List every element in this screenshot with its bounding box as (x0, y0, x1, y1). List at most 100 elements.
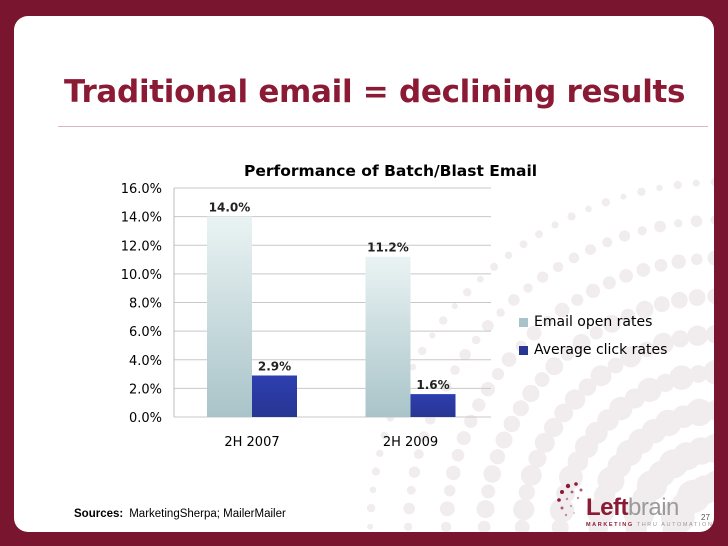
decorative-dot (526, 325, 542, 341)
decorative-dot (535, 230, 543, 239)
decorative-dot (589, 326, 603, 340)
bar-email-open-rate (207, 216, 252, 417)
decorative-dot (456, 431, 471, 446)
decorative-dot (685, 398, 714, 426)
decorative-dot (554, 302, 570, 318)
decorative-dot (687, 325, 708, 346)
decorative-dot (707, 288, 714, 304)
decorative-dot (601, 198, 610, 207)
decorative-dot (513, 499, 535, 521)
decorative-dot (703, 360, 714, 385)
data-label: 11.2% (367, 241, 409, 255)
decorative-dot (439, 501, 455, 517)
decorative-dot (637, 187, 646, 196)
decorative-dot (413, 449, 424, 460)
decorative-dot (523, 283, 533, 293)
decorative-dot (701, 470, 714, 503)
title-divider (58, 126, 708, 127)
decorative-dot (444, 485, 456, 497)
decorative-dot (619, 230, 631, 242)
decorative-dot (476, 500, 495, 519)
bar-average-click-rate (252, 375, 297, 417)
decorative-dot (554, 403, 574, 423)
decorative-dot (528, 449, 547, 468)
legend-label-click: Average click rates (534, 342, 668, 358)
decorative-dot (404, 522, 413, 531)
decorative-dot (439, 316, 448, 325)
decorative-dot (637, 377, 662, 402)
chart-legend: Email open rates Average click rates (519, 308, 667, 364)
decorative-dot (671, 291, 688, 309)
decorative-dot (656, 184, 663, 192)
y-tick-label: 6.0% (129, 325, 162, 340)
decorative-dot (471, 335, 481, 345)
bar-email-open-rate (365, 256, 411, 417)
decorative-dot (571, 293, 584, 306)
chart-title: Performance of Batch/Blast Email (244, 162, 538, 180)
decorative-dot (371, 467, 380, 476)
decorative-dot (689, 365, 708, 383)
decorative-dot (654, 258, 668, 272)
decorative-dot (418, 346, 427, 356)
decorative-dot (481, 484, 496, 499)
decorative-dot (537, 271, 549, 283)
decorative-dot (602, 276, 616, 290)
decorative-dot (673, 180, 682, 190)
y-tick-label: 0.0% (129, 411, 162, 426)
decorative-dot (669, 365, 694, 390)
decorative-dot (490, 262, 499, 271)
data-label: 1.6% (416, 378, 449, 392)
y-tick-label: 2.0% (129, 382, 162, 397)
decorative-dot (688, 289, 706, 306)
decorative-dot (508, 294, 520, 306)
decorative-dot (690, 215, 703, 227)
decorative-dot (701, 433, 714, 463)
legend-item-email-open: Email open rates (519, 308, 667, 336)
decorative-dot (534, 372, 550, 387)
decorative-dot (551, 221, 559, 229)
decorative-dot (710, 178, 714, 187)
decorative-dot (568, 252, 580, 264)
decorative-dot (504, 251, 513, 259)
y-tick-label: 4.0% (129, 354, 162, 369)
decorative-dot (636, 263, 651, 277)
page-number: 27 (701, 513, 710, 522)
decorative-dot (602, 237, 613, 248)
decorative-dot (459, 349, 471, 361)
decorative-dot (638, 341, 655, 358)
legend-label-email-open: Email open rates (534, 314, 653, 330)
bar-average-click-rate (410, 394, 456, 417)
decorative-dot (409, 363, 417, 371)
decorative-dot (463, 288, 472, 297)
y-tick-label: 10.0% (121, 268, 162, 283)
decorative-dot (652, 332, 674, 354)
decorative-dot (520, 464, 542, 486)
decorative-dot (476, 275, 484, 283)
decorative-dot (451, 303, 458, 310)
decorative-dot (710, 215, 714, 225)
decorative-dot (403, 502, 416, 515)
data-label: 14.0% (209, 201, 251, 215)
y-tick-label: 12.0% (121, 239, 162, 254)
leftbrain-logo: Leftbrain MARKETING THRU AUTOMATION (554, 478, 712, 528)
decorative-dot (495, 431, 513, 449)
decorative-dot (522, 384, 540, 403)
decorative-dot (501, 352, 517, 367)
decorative-dot (671, 254, 686, 269)
legend-item-click: Average click rates (519, 336, 667, 364)
sources-text: MarketingSherpa; MailerMailer (129, 508, 286, 520)
decorative-dot (472, 398, 486, 412)
decorative-dot (619, 269, 633, 283)
x-tick-label: 2H 2007 (224, 435, 279, 450)
decorative-dot (512, 400, 529, 417)
decorative-dot (376, 449, 384, 457)
logo-wordmark: Leftbrain (586, 494, 679, 522)
decorative-dot (553, 261, 564, 273)
decorative-dot (534, 432, 555, 453)
decorative-dot (654, 296, 670, 313)
decorative-dot (369, 486, 377, 494)
data-label: 2.9% (258, 359, 291, 373)
sources-label: Sources: (74, 508, 124, 520)
decorative-dot (380, 431, 389, 440)
decorative-dot (366, 504, 376, 513)
